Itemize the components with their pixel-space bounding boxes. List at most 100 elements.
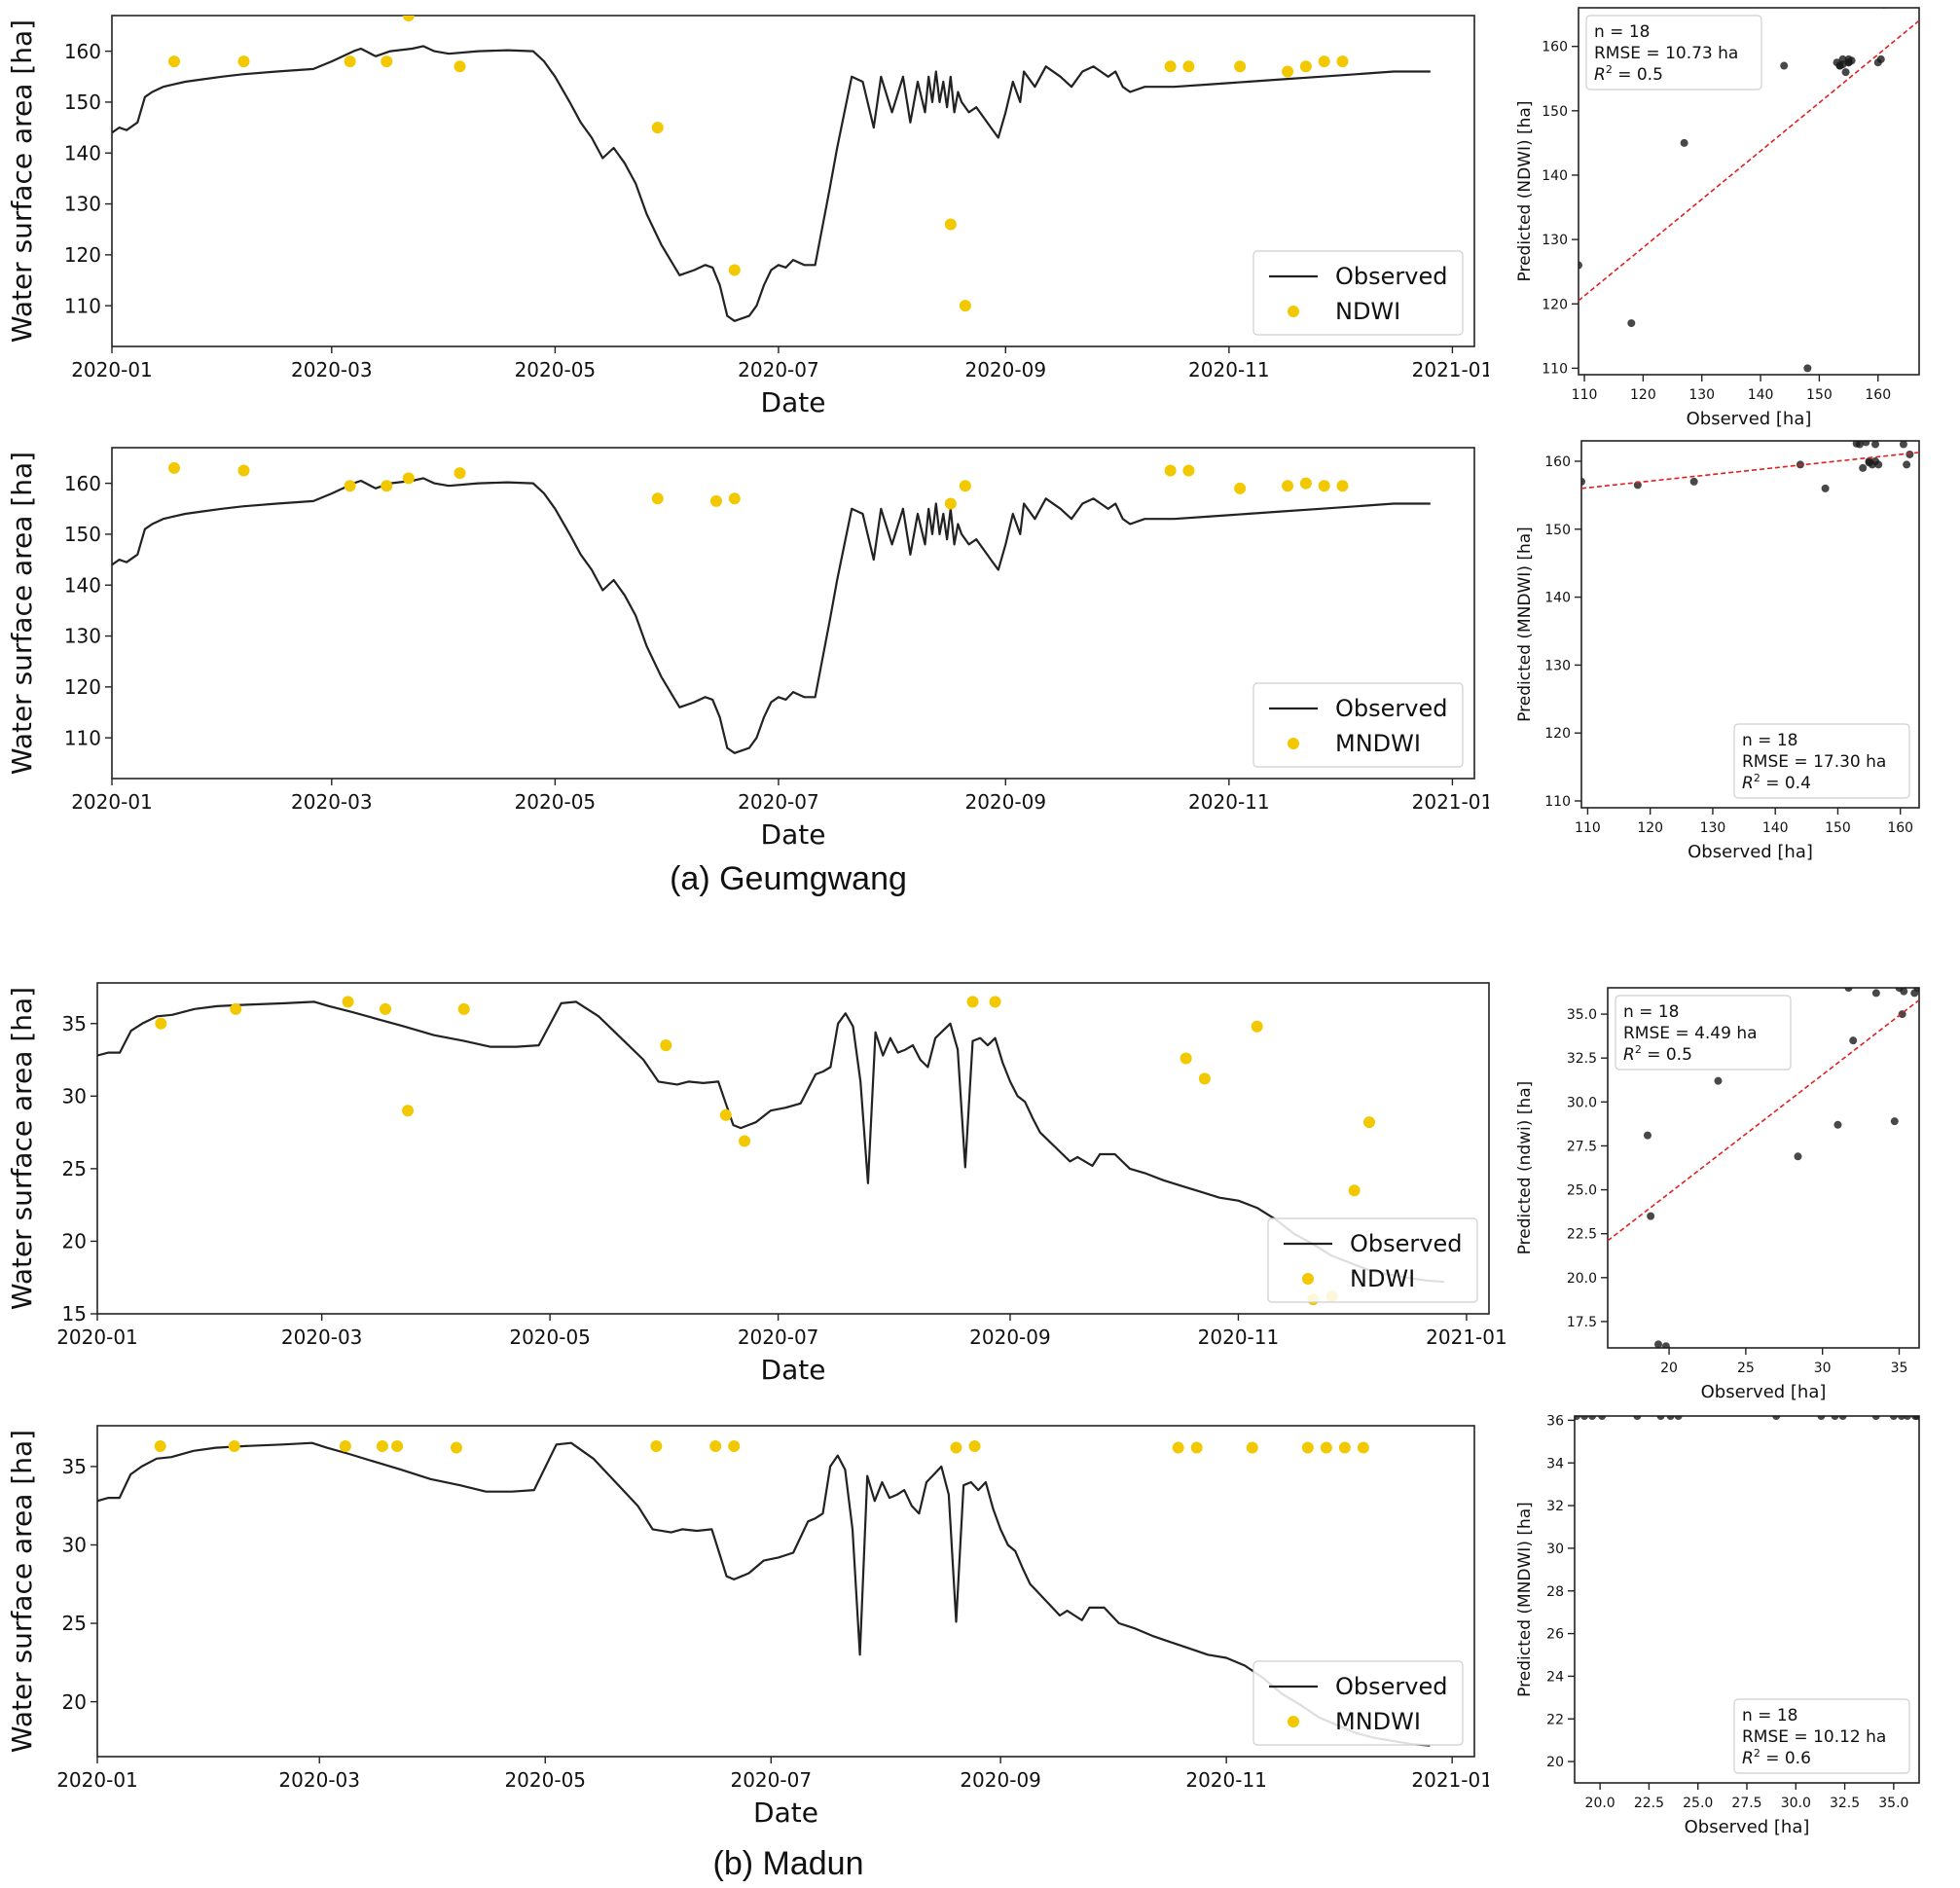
index-data-point (1164, 60, 1177, 73)
scatter-point (1579, 261, 1582, 270)
y-axis-label: Predicted (MNDWI) [ha] (1515, 526, 1535, 722)
stats-r2-exponent: 2 (1606, 63, 1613, 76)
x-axis-label: Observed [ha] (1701, 1382, 1827, 1402)
x-tick-label: 2020-11 (1188, 790, 1270, 814)
x-axis-label: Date (761, 386, 826, 418)
legend-label-observed: Observed (1335, 263, 1447, 290)
y-tick-label: 160 (64, 40, 101, 63)
y-axis-label: Predicted (MNDWI) [ha] (1515, 1502, 1535, 1697)
regression-fit-line (1579, 19, 1919, 302)
y-tick-label: 30.0 (1567, 1095, 1597, 1110)
scatter-point (1889, 1416, 1898, 1420)
y-tick-label: 20 (1546, 1755, 1564, 1770)
scatter-point (1852, 441, 1861, 448)
x-tick-label: 110 (1575, 820, 1601, 836)
stats-r2: R2 = 0.5 (1594, 63, 1663, 85)
index-data-point (1182, 60, 1195, 73)
x-tick-label: 30.0 (1781, 1796, 1811, 1811)
index-data-point (1301, 1441, 1314, 1454)
index-data-point (1234, 482, 1247, 494)
index-data-point (966, 996, 979, 1008)
regression-fit-line (1581, 452, 1919, 490)
scatter-point (1838, 60, 1847, 69)
index-data-point (402, 1105, 415, 1117)
index-data-point (1246, 1441, 1258, 1454)
x-tick-label: 2020-09 (964, 790, 1046, 814)
index-data-point (709, 1439, 722, 1452)
index-data-point (237, 55, 250, 68)
scatter-point (1674, 1416, 1683, 1420)
x-tick-label: 2020-01 (71, 790, 153, 814)
index-data-point (154, 1439, 166, 1452)
legend-label-observed: Observed (1335, 1673, 1447, 1700)
index-data-point (1282, 65, 1294, 78)
timeseries-geumgwang-ndwi: 2020-01 2020-03 2020-05 2020-07 2020-09 2020-… (6, 15, 1489, 418)
index-data-point (728, 264, 741, 276)
legend-label-observed: Observed (1335, 695, 1447, 722)
x-tick-label: 20.0 (1585, 1796, 1615, 1811)
x-tick-label: 2020-11 (1198, 1325, 1280, 1349)
index-data-point (1320, 1441, 1332, 1454)
y-tick-label: 20 (62, 1230, 87, 1253)
index-data-point (454, 60, 466, 73)
index-data-point (1348, 1184, 1361, 1197)
y-tick-label: 35 (62, 1012, 87, 1035)
stats-box (1733, 723, 1910, 799)
scatter-point (1862, 441, 1870, 447)
index-data-point (1336, 480, 1349, 492)
index-data-point (402, 16, 415, 21)
index-data-point (1299, 477, 1312, 490)
y-tick-label: 160 (1542, 40, 1568, 55)
x-tick-label: 140 (1748, 387, 1774, 403)
x-axis-label: Date (761, 818, 826, 851)
stats-r2-symbol: R (1623, 1045, 1635, 1065)
scatter-point (1817, 1416, 1826, 1420)
legend-dot-swatch (1288, 738, 1299, 749)
index-data-point (391, 1439, 404, 1452)
scatter-point (1838, 1416, 1847, 1420)
y-tick-label: 120 (1542, 297, 1568, 312)
index-data-point (959, 480, 971, 492)
y-tick-label: 25 (62, 1612, 87, 1635)
y-tick-label: 130 (64, 625, 101, 648)
y-tick-label: 20 (62, 1690, 87, 1714)
index-data-point (342, 996, 354, 1008)
legend-box (1252, 682, 1464, 768)
scatter-point (1780, 61, 1789, 70)
x-tick-label: 2020-05 (504, 1768, 586, 1792)
index-data-point (944, 497, 957, 510)
index-data-point (457, 1002, 470, 1015)
x-tick-label: 2020-07 (738, 790, 819, 814)
scatter-point (1876, 54, 1885, 63)
index-data-point (709, 494, 722, 507)
x-tick-label: 2020-07 (738, 358, 819, 381)
index-data-point (1318, 55, 1330, 68)
scatter-point (1661, 1342, 1670, 1348)
y-tick-label: 110 (64, 726, 101, 749)
legend-label-observed: Observed (1350, 1230, 1462, 1257)
x-tick-label: 2020-11 (1188, 358, 1270, 381)
scatter-point (1831, 1416, 1839, 1420)
scatter-point (1903, 1416, 1911, 1420)
y-tick-label: 17.5 (1567, 1315, 1597, 1330)
legend-label-index: NDWI (1350, 1265, 1415, 1292)
index-data-point (155, 1017, 167, 1030)
scatter-geumgwang-mndwi: 110 120 130 140 150 160 110 120 130 140 150 160 Obse… (1515, 440, 1920, 862)
x-tick-label: 35 (1891, 1361, 1908, 1376)
index-data-point (968, 1439, 981, 1452)
stats-r2: R2 = 0.4 (1742, 772, 1811, 793)
index-data-point (344, 480, 356, 492)
observed-series-line (97, 1441, 1431, 1747)
scatter-point (1890, 1117, 1899, 1126)
x-tick-label: 2020-07 (730, 1768, 812, 1792)
y-tick-label: 120 (64, 243, 101, 267)
x-tick-label: 2021-01 (1412, 790, 1489, 814)
scatter-point (1871, 1416, 1880, 1420)
x-axis-label: Observed [ha] (1685, 1817, 1810, 1837)
scatter-point (1903, 460, 1911, 469)
scatter-point (1656, 1416, 1665, 1420)
stats-rmse: RMSE = 10.73 ha (1594, 44, 1738, 63)
timeseries-madun-ndwi: 2020-01 2020-03 2020-05 2020-07 2020-09 2020-… (6, 982, 1507, 1386)
scatter-point (1844, 58, 1853, 67)
index-data-point (1282, 480, 1294, 492)
